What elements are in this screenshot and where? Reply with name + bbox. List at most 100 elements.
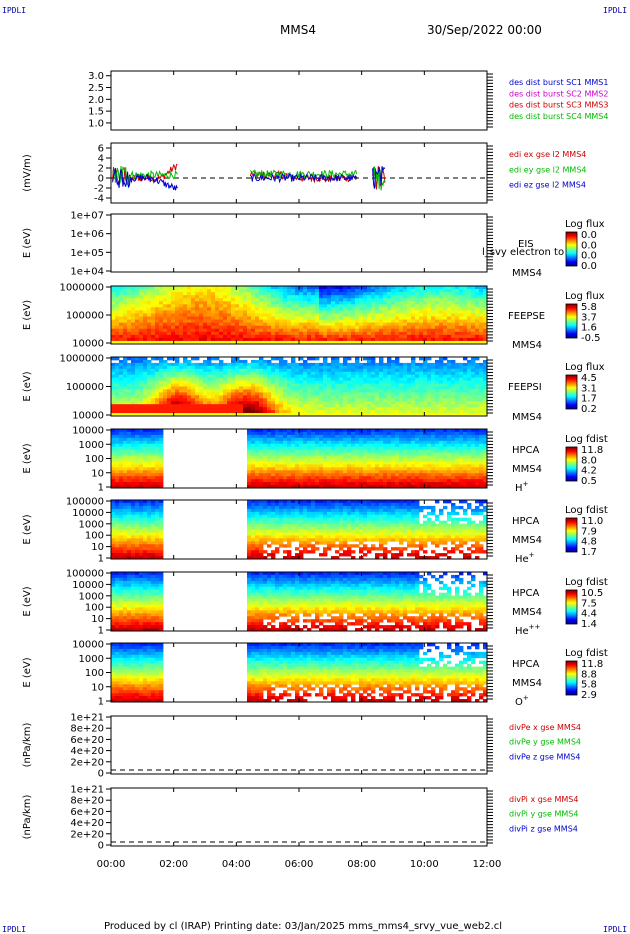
spectrogram-cell [459,401,464,405]
spectrogram-cell [155,319,160,324]
spectrogram-cell [251,292,256,296]
spectrogram-cell [315,485,320,489]
spectrogram-cell [143,325,148,330]
spectrogram-cell [407,368,412,373]
spectrogram-cell [183,325,188,330]
spectrogram-cell [163,286,168,290]
spectrogram-cell [351,485,356,489]
spectrogram-cell [335,371,340,376]
spectrogram-cell [295,404,300,408]
spectrogram-cell [363,380,368,384]
spectrogram-cell [167,307,172,311]
spectrogram-cell [287,334,292,339]
spectrogram-cell [163,292,168,296]
spectrogram-cell [159,434,164,439]
spectrogram-cell [279,431,284,436]
spectrogram-cell [199,340,204,345]
spectrogram-cell [255,386,260,390]
spectrogram-cell [335,368,340,373]
spectrogram-cell [319,310,324,314]
spectrogram-cell [411,357,416,361]
spectrogram-cell [331,295,336,299]
spectrogram-cell [339,446,344,451]
spectrogram-cell [299,455,304,459]
spectrogram-cell [303,328,308,333]
spectrogram-cell [251,443,256,448]
spectrogram-cell [351,401,356,405]
spectrogram-cell [455,313,460,317]
spectrogram-cell [115,443,120,448]
spectrogram-cell [255,395,260,399]
spectrogram-cell [279,386,284,390]
spectrogram-cell [191,295,196,299]
spectrogram-cell [467,325,472,330]
spectrogram-cell [451,340,456,345]
spectrogram-cell [211,340,216,345]
spectrogram-cell [207,340,212,345]
spectrogram-cell [183,328,188,333]
spectrogram-cell [303,479,308,483]
spectrogram-cell [367,410,372,414]
spectrogram-cell [179,295,184,299]
spectrogram-cell [471,319,476,324]
spectrogram-cell [255,383,260,387]
spectrogram-cell [391,431,396,436]
spectrogram-cell [311,295,316,299]
spectrogram-cell [315,452,320,456]
spectrogram-cell [415,289,420,293]
spectrogram-cell [479,307,484,311]
spectrogram-cell [471,331,476,336]
spectrogram-cell [175,395,180,399]
spectrogram-cell [155,404,160,408]
spectrogram-cell [319,383,324,387]
spectrogram-cell [323,413,328,417]
spectrogram-cell [339,322,344,327]
spectrogram-cell [475,289,480,293]
spectrogram-cell [327,398,332,402]
spectrogram-cell [471,307,476,311]
spectrogram-cell [267,310,272,314]
spectrogram-cell [159,313,164,317]
spectrogram-cell [127,449,132,453]
spectrogram-cell [407,334,412,339]
spectrogram-cell [351,289,356,293]
spectrogram-cell [347,298,352,302]
spectrogram-cell [411,304,416,308]
spectrogram-cell [311,331,316,336]
spectrogram-cell [131,446,136,451]
spectrogram-cell [395,286,400,290]
spectrogram-cell [447,310,452,314]
spectrogram-cell [423,461,428,465]
spectrogram-cell [311,325,316,330]
spectrogram-cell [267,298,272,302]
spectrogram-cell [283,443,288,448]
spectrogram-cell [343,413,348,417]
spectrogram-cell [467,289,472,293]
spectrogram-cell [231,392,236,396]
spectrogram-cell [151,395,156,399]
spectrogram-cell [331,485,336,489]
spectrogram-cell [255,340,260,345]
spectrogram-cell [395,365,400,370]
spectrogram-cell [419,389,424,393]
spectrogram-cell [131,482,136,486]
spectrogram-cell [247,401,252,405]
spectrogram-cell [479,410,484,414]
spectrogram-cell [235,359,240,364]
spectrogram-cell [307,365,312,370]
spectrogram-cell [275,386,280,390]
spectrogram-cell [271,313,276,317]
spectrogram-cell [371,301,376,305]
spectrogram-cell [259,461,264,465]
spectrogram-cell [223,295,228,299]
spectrogram-cell [307,470,312,474]
spectrogram-cell [247,455,252,459]
spectrogram-cell [331,410,336,414]
spectrogram-cell [255,319,260,324]
spectrogram-cell [199,322,204,327]
spectrogram-cell [387,407,392,411]
spectrogram-cell [259,316,264,320]
spectrogram-cell [363,365,368,370]
spectrogram-cell [159,337,164,342]
